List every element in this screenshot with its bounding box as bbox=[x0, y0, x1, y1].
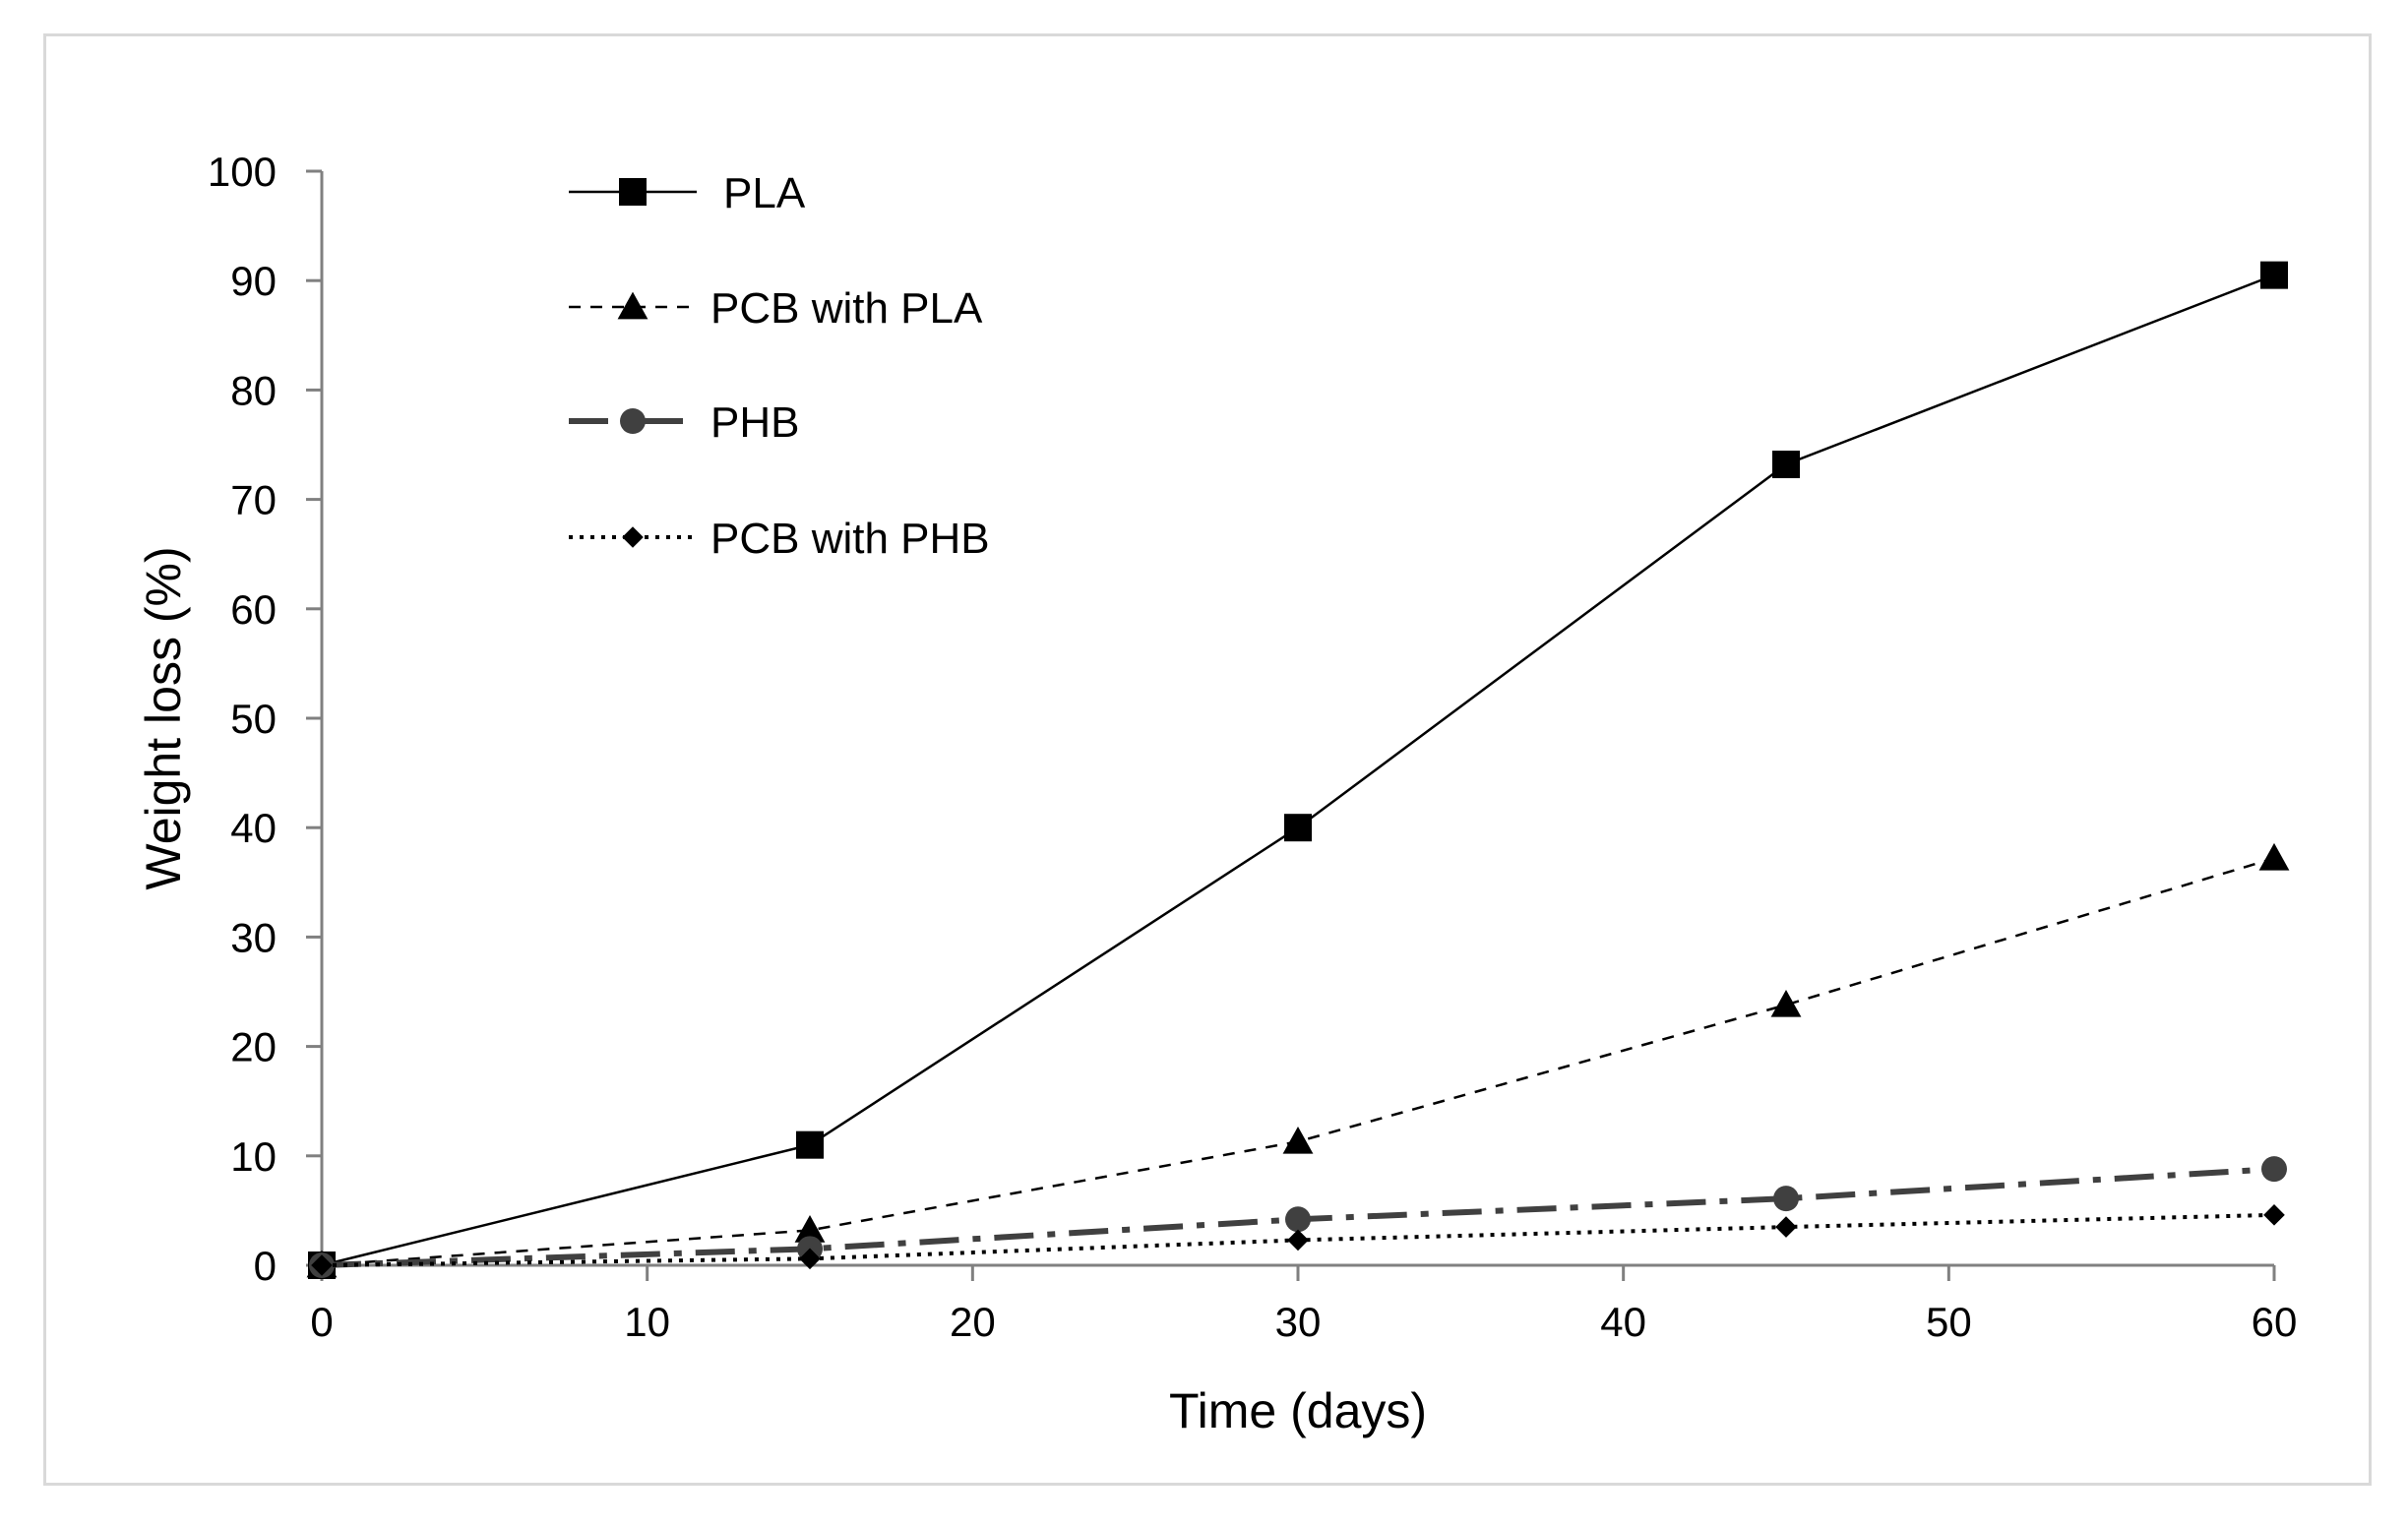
data-point bbox=[2260, 261, 2288, 289]
data-point bbox=[2261, 1156, 2287, 1183]
data-point bbox=[2263, 1204, 2285, 1226]
series-line bbox=[321, 857, 2275, 1267]
legend-label: PCB with PHB bbox=[710, 515, 990, 563]
x-tick-label: 30 bbox=[1275, 1299, 1322, 1345]
x-tick-label: 40 bbox=[1600, 1299, 1646, 1345]
y-tick-label: 30 bbox=[230, 914, 277, 960]
y-tick-label: 100 bbox=[208, 149, 277, 195]
x-axis-title: Time (days) bbox=[1169, 1383, 1427, 1438]
data-point bbox=[1773, 1186, 1799, 1212]
x-tick-label: 10 bbox=[624, 1299, 670, 1345]
legend-label: PCB with PLA bbox=[710, 284, 983, 333]
x-tick-label: 20 bbox=[950, 1299, 996, 1345]
data-point bbox=[1772, 451, 1800, 479]
y-tick-label: 90 bbox=[230, 258, 277, 304]
y-tick-label: 20 bbox=[230, 1024, 277, 1070]
y-tick-label: 0 bbox=[254, 1243, 277, 1289]
chart-frame bbox=[43, 33, 2372, 1486]
legend-item: PHB bbox=[569, 398, 799, 447]
y-tick-label: 40 bbox=[230, 805, 277, 851]
data-point bbox=[796, 1130, 824, 1159]
series-phb bbox=[309, 1156, 2287, 1278]
y-tick-label: 60 bbox=[230, 586, 277, 633]
legend-label: PLA bbox=[723, 169, 806, 217]
x-tick-label: 0 bbox=[310, 1299, 333, 1345]
data-point bbox=[794, 1215, 826, 1243]
legend-marker bbox=[619, 178, 647, 206]
legend: PLA PCB with PLA PHB PCB with PHB bbox=[569, 169, 990, 563]
legend-marker bbox=[617, 291, 648, 320]
legend-label: PHB bbox=[710, 398, 799, 447]
data-point bbox=[2258, 842, 2290, 871]
data-point bbox=[799, 1248, 821, 1270]
y-tick-label: 80 bbox=[230, 367, 277, 413]
data-point bbox=[1282, 1126, 1314, 1154]
legend-item: PCB with PLA bbox=[569, 284, 983, 333]
axes: 0 10 20 30 40 50 60 0 10 20 30 40 50 60 70 80 90 100 bbox=[208, 149, 2297, 1345]
y-tick-label: 50 bbox=[230, 696, 277, 742]
legend-item: PLA bbox=[569, 169, 806, 217]
series-pcb-with-phb bbox=[311, 1204, 2285, 1276]
series-line bbox=[321, 274, 2275, 1267]
y-tick-label: 10 bbox=[230, 1133, 277, 1180]
data-point bbox=[311, 1254, 333, 1276]
x-tick-label: 60 bbox=[2252, 1299, 2298, 1345]
data-point bbox=[1770, 989, 1802, 1017]
x-tick-label: 50 bbox=[1926, 1299, 1972, 1345]
data-point bbox=[1285, 1206, 1311, 1233]
y-axis-title: Weight loss (%) bbox=[136, 546, 191, 889]
data-point bbox=[1284, 814, 1312, 842]
legend-item: PCB with PHB bbox=[569, 515, 990, 563]
data-point bbox=[1287, 1229, 1309, 1251]
series-pla bbox=[308, 261, 2288, 1279]
y-tick-label: 70 bbox=[230, 477, 277, 523]
legend-marker bbox=[620, 408, 646, 434]
legend-marker bbox=[622, 526, 644, 548]
series-group bbox=[306, 261, 2290, 1279]
data-point bbox=[1775, 1216, 1797, 1238]
